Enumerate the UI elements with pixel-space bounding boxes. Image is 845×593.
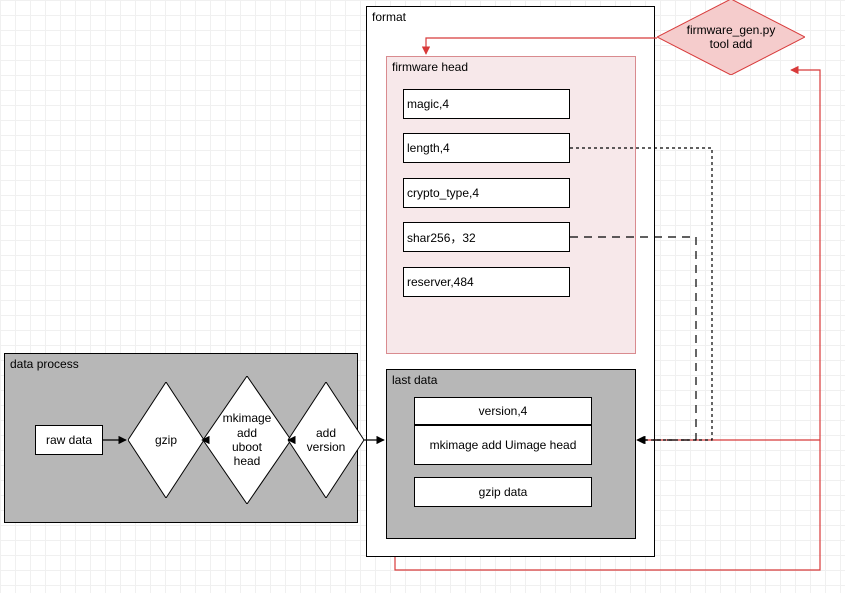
field-reserver: reserver,484 <box>403 267 570 297</box>
format-label: format <box>372 10 406 24</box>
field-label: reserver,484 <box>407 275 474 289</box>
diamond-mkimage <box>203 376 291 504</box>
field-crypto-type: crypto_type,4 <box>403 178 570 208</box>
field-magic: magic,4 <box>403 89 570 119</box>
firmware-head-label: firmware head <box>392 60 468 74</box>
diamond-firmware-gen <box>657 0 805 75</box>
field-label: shar256，32 <box>407 229 476 246</box>
row-label: gzip data <box>479 485 528 499</box>
row-mkimage: mkimage add Uimage head <box>414 425 592 465</box>
field-label: crypto_type,4 <box>407 186 479 200</box>
last-data-label: last data <box>392 373 437 387</box>
raw-data-label: raw data <box>46 433 92 447</box>
diamond-gzip <box>128 382 204 498</box>
row-version: version,4 <box>414 397 592 425</box>
field-length: length,4 <box>403 133 570 163</box>
field-shar256: shar256，32 <box>403 222 570 252</box>
row-label: version,4 <box>479 404 528 418</box>
row-gzipdata: gzip data <box>414 477 592 507</box>
row-label: mkimage add Uimage head <box>430 438 577 452</box>
raw-data-box: raw data <box>35 425 103 455</box>
data-process-label: data process <box>10 357 79 371</box>
diamond-addver <box>288 382 364 498</box>
field-label: magic,4 <box>407 97 449 111</box>
field-label: length,4 <box>407 141 450 155</box>
